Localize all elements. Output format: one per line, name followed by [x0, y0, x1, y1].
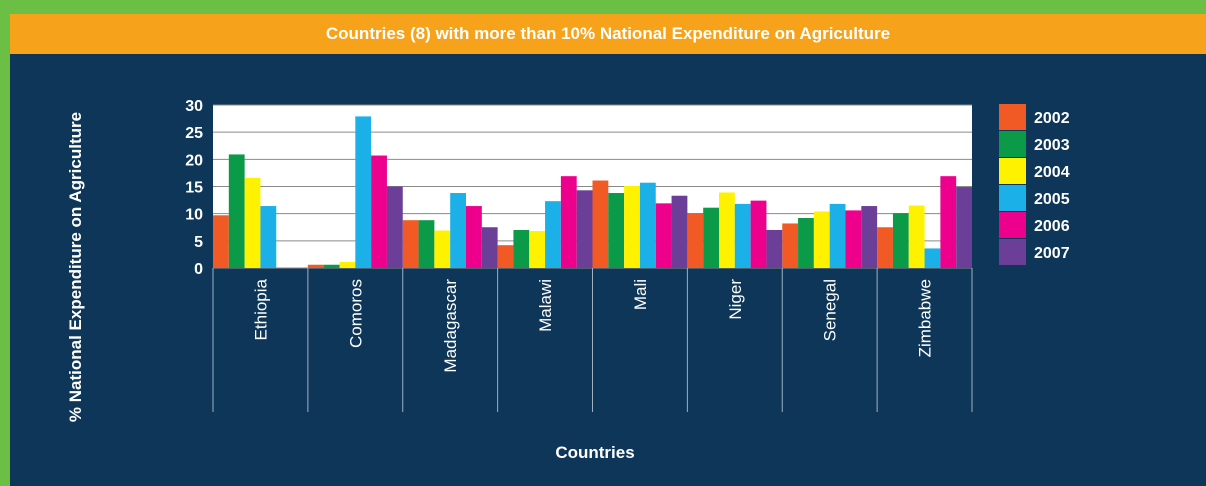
bar	[307, 264, 324, 268]
bars-layer	[213, 116, 972, 268]
bar	[213, 215, 229, 268]
bar	[608, 193, 625, 268]
bar	[529, 231, 546, 268]
bar	[892, 213, 909, 268]
bar	[861, 206, 878, 268]
legend-swatch	[999, 158, 1026, 184]
category-label: Malawi	[536, 279, 555, 332]
bar	[956, 187, 972, 268]
bar	[481, 227, 498, 268]
y-tick-label: 5	[194, 234, 203, 251]
bar	[624, 185, 640, 268]
bar	[845, 210, 862, 268]
y-tick-label: 10	[185, 207, 203, 224]
bar	[244, 177, 261, 268]
legend-label: 2006	[1034, 218, 1070, 235]
y-tick-label: 20	[185, 152, 203, 169]
bar	[466, 206, 482, 268]
legend-label: 2003	[1034, 137, 1070, 154]
category-label: Niger	[726, 279, 745, 320]
bar	[940, 176, 957, 268]
bar	[703, 207, 719, 268]
bar	[418, 220, 435, 268]
bar	[908, 205, 925, 268]
bar	[798, 218, 814, 268]
bar	[813, 211, 830, 268]
legend-swatch	[999, 212, 1026, 238]
bar	[355, 116, 372, 268]
y-tick-labels: 30 25 20 15 10 5 0	[185, 98, 203, 278]
bar	[734, 203, 751, 268]
y-tick-label: 15	[185, 180, 203, 197]
bar	[402, 220, 419, 268]
x-category-labels: Ethiopia Comoros Madagascar Malawi Mali Niger…	[251, 278, 934, 372]
legend-label: 2007	[1034, 245, 1070, 262]
y-tick-label: 0	[194, 261, 203, 278]
category-label: Mali	[631, 279, 650, 310]
legend-swatch	[999, 131, 1026, 157]
bar	[877, 227, 893, 268]
bar	[655, 203, 672, 268]
legend-label: 2002	[1034, 110, 1070, 127]
legend-swatch	[999, 185, 1026, 211]
bar	[671, 195, 688, 268]
bar	[339, 262, 356, 268]
bar	[782, 223, 799, 268]
bar	[513, 229, 530, 268]
y-tick-label: 30	[185, 98, 203, 115]
category-label: Comoros	[346, 279, 365, 348]
bar	[371, 155, 387, 268]
bar	[450, 193, 466, 268]
bar	[639, 182, 656, 268]
bar	[386, 186, 403, 268]
bar	[719, 192, 735, 268]
bar	[260, 206, 277, 268]
category-label: Madagascar	[441, 279, 460, 373]
category-label: Senegal	[821, 279, 840, 341]
bar	[228, 154, 245, 268]
y-axis-title: % National Expenditure on Agriculture	[66, 112, 85, 422]
bar	[576, 190, 593, 268]
legend-swatch	[999, 239, 1026, 265]
legend-swatch	[999, 104, 1026, 130]
legend-label: 2005	[1034, 191, 1070, 208]
legend-label: 2004	[1034, 164, 1070, 181]
bar	[545, 201, 561, 268]
bar	[750, 200, 767, 268]
bar	[434, 230, 451, 268]
bar	[323, 264, 340, 268]
bar	[560, 176, 577, 268]
bar	[687, 213, 704, 268]
legend: 2002 2003 2004 2005 2006 2007	[999, 104, 1070, 265]
y-tick-label: 25	[185, 125, 203, 142]
category-label: Ethiopia	[251, 278, 270, 340]
bar	[829, 203, 846, 268]
bar	[924, 248, 941, 268]
bar	[497, 245, 514, 268]
x-axis-title: Countries	[555, 443, 634, 462]
bar	[766, 229, 783, 268]
chart-title: Countries (8) with more than 10% Nationa…	[10, 14, 1206, 54]
bar	[592, 180, 609, 268]
category-label: Zimbabwe	[916, 279, 935, 357]
